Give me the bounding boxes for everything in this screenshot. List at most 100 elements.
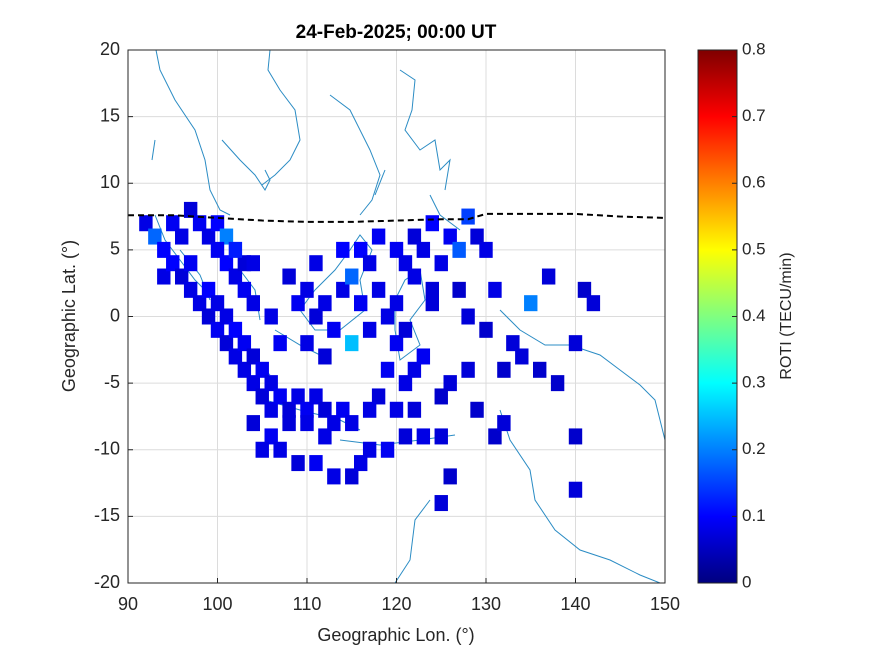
cell [479, 241, 493, 258]
cells [139, 201, 601, 512]
cell [479, 321, 493, 338]
cell [291, 295, 305, 312]
cell [506, 335, 520, 352]
coastline [151, 69, 461, 231]
coastline [394, 309, 665, 583]
cell [219, 228, 234, 245]
cell [380, 308, 395, 325]
cell [354, 295, 368, 312]
dip-equator-line [128, 212, 665, 223]
cell [246, 295, 260, 312]
colorbar-title: ROTI (TECU/min) [778, 252, 795, 379]
cell [309, 455, 323, 472]
colorbar-tick-label: 0.1 [742, 506, 766, 525]
cell [157, 241, 171, 258]
cell [398, 321, 413, 338]
cell [264, 401, 278, 418]
x-tick-label: 130 [471, 594, 501, 614]
cell [452, 241, 466, 258]
cell [318, 295, 332, 312]
cell [327, 321, 341, 338]
dip-equator [128, 212, 665, 223]
cell [228, 348, 243, 365]
cell [246, 415, 260, 432]
chart-title: 24-Feb-2025; 00:00 UT [296, 22, 497, 43]
cell [407, 361, 422, 378]
cell [327, 468, 341, 485]
cell [291, 388, 305, 405]
cell [568, 428, 583, 445]
cell [389, 401, 404, 418]
cell [175, 228, 189, 245]
cell [586, 295, 601, 312]
cell [336, 281, 350, 298]
cell [434, 428, 448, 445]
cell [371, 281, 386, 298]
cell [425, 281, 439, 298]
cell [175, 268, 189, 285]
y-tick-label: -5 [104, 372, 120, 392]
cell [201, 281, 216, 298]
cell [219, 308, 234, 325]
cell [524, 295, 538, 312]
cell [461, 208, 475, 225]
x-tick-label: 90 [118, 594, 138, 614]
cell [443, 375, 457, 392]
cell [461, 308, 475, 325]
axes: 90 100 110 120 130 140 150 -20 -15 -10 -5 0 5 10 15 20 [94, 39, 680, 614]
cell [443, 468, 457, 485]
cell [577, 281, 592, 298]
y-tick-label: 15 [100, 105, 120, 125]
colorbar-tick-label: 0.5 [742, 239, 766, 258]
cell [264, 428, 278, 445]
cell [166, 255, 180, 272]
cell [300, 415, 314, 432]
cell [434, 388, 448, 405]
cell [273, 388, 287, 405]
cell [148, 228, 162, 245]
cell [362, 441, 377, 458]
cell [568, 335, 583, 352]
cell [371, 228, 386, 245]
y-tick-label: -10 [94, 439, 120, 459]
cell [246, 255, 260, 272]
colorbar-axis: 0 0.1 0.2 0.3 0.4 0.5 0.6 0.7 0.8 [732, 39, 766, 591]
cell [309, 388, 323, 405]
cell [541, 268, 556, 285]
cell [210, 215, 225, 232]
cell [336, 241, 350, 258]
coastlines [151, 50, 665, 583]
cell [515, 348, 529, 365]
cell [389, 295, 404, 312]
y-tick-label: 0 [110, 305, 120, 325]
coastline [155, 50, 301, 216]
cell [282, 415, 296, 432]
cell [318, 348, 332, 365]
cell [416, 241, 431, 258]
cell [380, 441, 395, 458]
cell [470, 401, 484, 418]
cell [362, 321, 377, 338]
cell [273, 335, 287, 352]
cell [282, 268, 296, 285]
cell [380, 361, 395, 378]
cell [183, 201, 198, 218]
cell [362, 401, 377, 418]
cell [264, 308, 278, 325]
colorbar-tick-label: 0.4 [742, 306, 766, 325]
cell [336, 401, 350, 418]
colorbar-tick-label: 0.2 [742, 439, 766, 458]
cell [452, 281, 466, 298]
cell [407, 228, 422, 245]
cell [497, 415, 511, 432]
cell [398, 375, 413, 392]
x-tick-label: 110 [293, 594, 322, 614]
cell [425, 295, 439, 312]
cell [488, 428, 502, 445]
cell [389, 335, 404, 352]
cell [309, 255, 323, 272]
cell [398, 255, 413, 272]
cell [246, 348, 260, 365]
cell [497, 361, 511, 378]
cell [192, 295, 207, 312]
